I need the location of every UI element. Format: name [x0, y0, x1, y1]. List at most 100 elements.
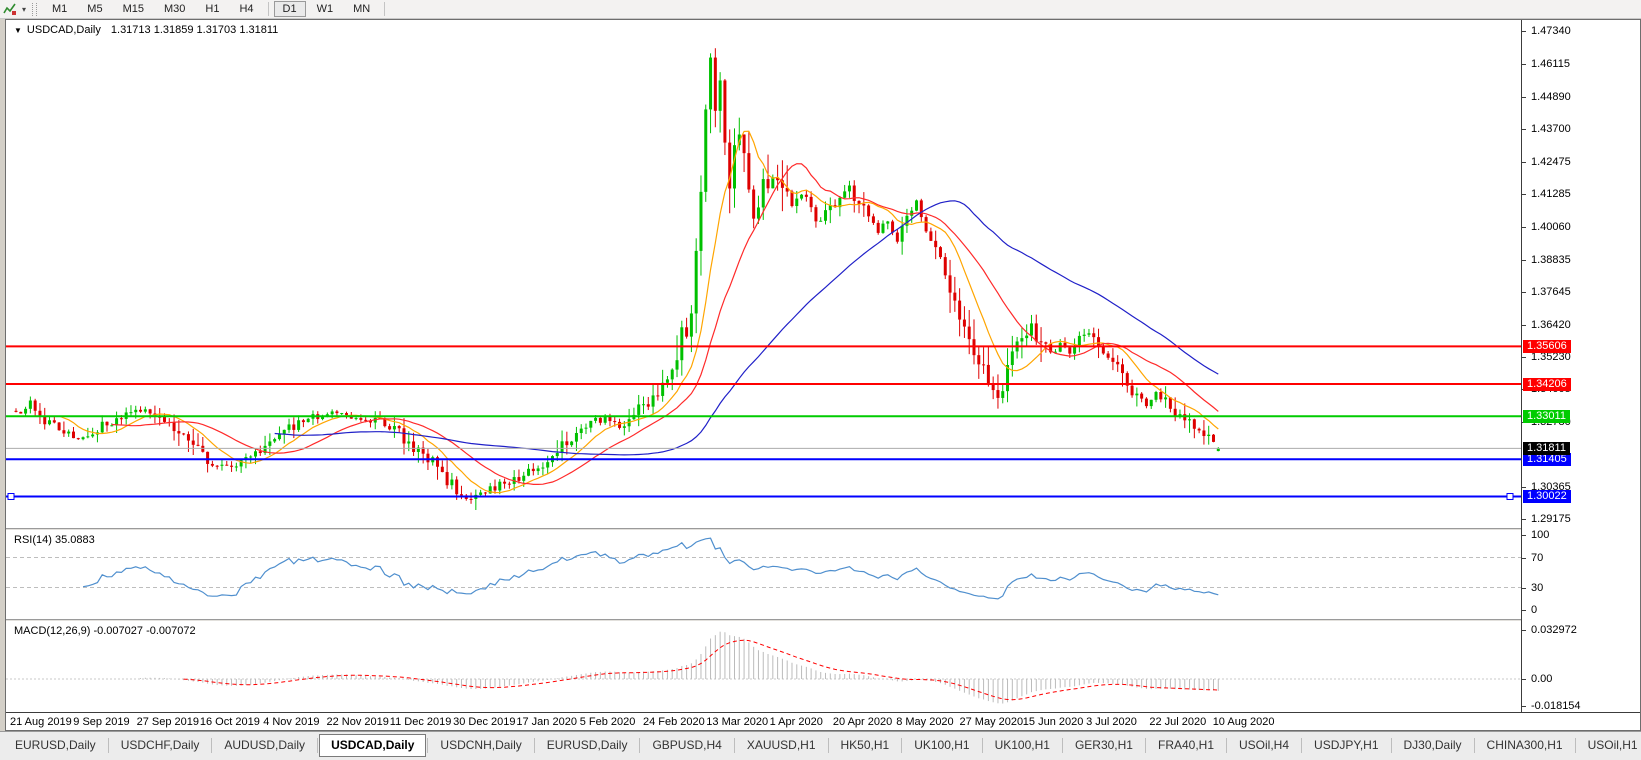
rsi-tick-label: 30 — [1531, 581, 1544, 594]
macd-tick-mark — [1522, 706, 1526, 707]
price-tick-mark — [1522, 519, 1526, 521]
chart-tab-usdcnh-daily[interactable]: USDCNH,Daily — [440, 738, 522, 752]
tab-separator — [1144, 738, 1146, 753]
tab-separator — [317, 738, 319, 753]
price-badge: 1.31405 — [1523, 452, 1571, 466]
timeframe-button-h4[interactable]: H4 — [230, 1, 262, 17]
candlestick-chart[interactable] — [6, 20, 1521, 528]
chart-tab-uk100-h1[interactable]: UK100,H1 — [914, 738, 970, 752]
price-tick-label: 1.35230 — [1531, 350, 1571, 363]
price-tick-label: 1.41285 — [1531, 187, 1571, 200]
price-tick-mark — [1522, 226, 1526, 228]
price-tick-label: 1.38835 — [1531, 253, 1571, 266]
chart-tab-audusd-daily[interactable]: AUDUSD,Daily — [224, 738, 306, 752]
date-label: 22 Nov 2019 — [326, 716, 389, 728]
timeframe-button-w1[interactable]: W1 — [308, 1, 343, 17]
macd-panel[interactable] — [6, 622, 1521, 712]
tab-separator — [639, 738, 641, 753]
price-tick-label: 1.40060 — [1531, 220, 1571, 233]
date-label: 11 Dec 2019 — [389, 716, 452, 728]
timeframe-button-group: M1 M5 M15 M30 H1 H4 D1 W1 MN — [42, 1, 389, 17]
price-tick-label: 1.47340 — [1531, 25, 1571, 38]
chart-tab-eurusd-daily[interactable]: EURUSD,Daily — [546, 738, 628, 752]
date-label: 10 Aug 2020 — [1212, 716, 1275, 728]
tab-separator — [107, 738, 109, 753]
rsi-tick-mark — [1522, 587, 1526, 589]
chart-tab-ger30-h1[interactable]: GER30,H1 — [1074, 738, 1133, 752]
tab-separator — [1473, 738, 1475, 753]
rsi-tick-label: 0 — [1531, 604, 1538, 616]
price-tick-mark — [1522, 324, 1526, 326]
tab-separator — [533, 738, 535, 753]
rsi-tick-mark — [1522, 610, 1526, 611]
panel-splitter[interactable] — [6, 528, 1640, 531]
price-badge: 1.30022 — [1523, 489, 1571, 503]
tab-separator — [901, 738, 903, 753]
chart-tab-hk50-h1[interactable]: HK50,H1 — [840, 738, 890, 752]
date-label: 17 Jan 2020 — [516, 716, 577, 728]
price-badge: 1.31811 — [1523, 441, 1570, 455]
date-label: 9 Sep 2019 — [73, 716, 130, 728]
price-tick-label: 1.42475 — [1531, 155, 1571, 168]
chart-tab-gbpusd-h4[interactable]: GBPUSD,H4 — [652, 738, 722, 752]
price-tick-label: 1.43700 — [1531, 122, 1571, 135]
price-tick-label: 1.46115 — [1531, 57, 1570, 70]
price-tick-mark — [1522, 31, 1526, 33]
chevron-down-icon[interactable]: ▾ — [21, 4, 26, 14]
collapse-arrow-icon[interactable]: ▼ — [14, 26, 22, 35]
tab-separator — [981, 738, 983, 753]
timeframe-button-m1[interactable]: M1 — [43, 1, 76, 17]
chart-tab-usdcad-daily[interactable]: USDCAD,Daily — [319, 734, 427, 757]
price-tick-mark — [1522, 422, 1526, 424]
date-label: 15 Jun 2020 — [1022, 716, 1084, 728]
date-label: 1 Apr 2020 — [769, 716, 823, 728]
chart-ohlc-values: 1.31713 1.31859 1.31703 1.31811 — [110, 24, 279, 36]
panel-splitter[interactable] — [6, 619, 1640, 622]
rsi-tick-label: 100 — [1531, 529, 1550, 541]
timeframe-button-m5[interactable]: M5 — [78, 1, 111, 17]
chart-tab-xauusd-h1[interactable]: XAUUSD,H1 — [746, 738, 816, 752]
date-label: 5 Feb 2020 — [579, 716, 636, 728]
toolbar-separator — [267, 2, 269, 16]
price-tick-label: 1.36420 — [1531, 318, 1571, 331]
date-label: 22 Jul 2020 — [1149, 716, 1207, 728]
chart-tab-eurusd-daily[interactable]: EURUSD,Daily — [15, 738, 96, 752]
rsi-indicator-label: RSI(14) 35.0883 — [14, 534, 95, 546]
tab-separator — [1061, 738, 1063, 753]
chart-tab-uk100-h1[interactable]: UK100,H1 — [994, 738, 1050, 752]
price-badge: 1.33011 — [1523, 409, 1570, 423]
chart-tab-usdjpy-h1[interactable]: USDJPY,H1 — [1314, 738, 1379, 752]
chart-tabs: EURUSD,Daily USDCHF,Daily AUDUSD,Daily USDC… — [4, 734, 1641, 757]
chart-symbol-label: USDCAD,Daily — [26, 24, 101, 36]
timeframe-button-m30[interactable]: M30 — [155, 1, 194, 17]
timeframe-button-d1[interactable]: D1 — [273, 1, 306, 17]
price-badge: 1.35606 — [1523, 339, 1571, 353]
chart-tab-usdchf-daily[interactable]: USDCHF,Daily — [120, 738, 200, 752]
timeframe-button-m15[interactable]: M15 — [114, 1, 153, 17]
chart-tab-fra40-h1[interactable]: FRA40,H1 — [1157, 738, 1215, 752]
macd-tick-label: 0.032972 — [1531, 624, 1577, 636]
date-label: 4 Nov 2019 — [263, 716, 320, 728]
timeframe-button-h1[interactable]: H1 — [196, 1, 228, 17]
chart-tab-usoil-h1[interactable]: USOil,H1 — [1587, 738, 1638, 752]
timeframe-toolbar: ▾ M1 M5 M15 M30 H1 H4 D1 W1 MN — [0, 0, 1641, 19]
chart-tab-dj30-daily[interactable]: DJ30,Daily — [1403, 738, 1462, 752]
macd-tick-mark — [1522, 679, 1526, 680]
timeframe-button-mn[interactable]: MN — [344, 1, 379, 17]
tab-separator — [733, 738, 735, 753]
toolbar-grip-handle[interactable] — [32, 2, 37, 16]
chart-tab-usoil-h4[interactable]: USOil,H4 — [1239, 738, 1290, 752]
chart-cursor-tool-icon[interactable] — [1, 1, 19, 17]
rsi-panel[interactable] — [6, 531, 1521, 619]
date-label: 8 May 2020 — [896, 716, 954, 728]
macd-indicator-label: MACD(12,26,9) -0.007027 -0.007072 — [14, 625, 196, 637]
time-axis[interactable]: 21 Aug 2019 9 Sep 2019 27 Sep 2019 16 Oct 2… — [6, 712, 1640, 730]
chart-tab-china300-h1[interactable]: CHINA300,H1 — [1486, 738, 1563, 752]
tab-separator — [1390, 738, 1392, 753]
price-axis[interactable]: 1.47340 1.46115 1.44890 1.43700 1.42475 1.412… — [1521, 20, 1640, 712]
chart-window: ▼ USDCAD,Daily 1.31713 1.31859 1.31703 1.3… — [5, 19, 1641, 731]
tab-separator — [211, 738, 213, 753]
macd-tick-mark — [1522, 630, 1526, 631]
tab-separator — [1574, 738, 1576, 753]
